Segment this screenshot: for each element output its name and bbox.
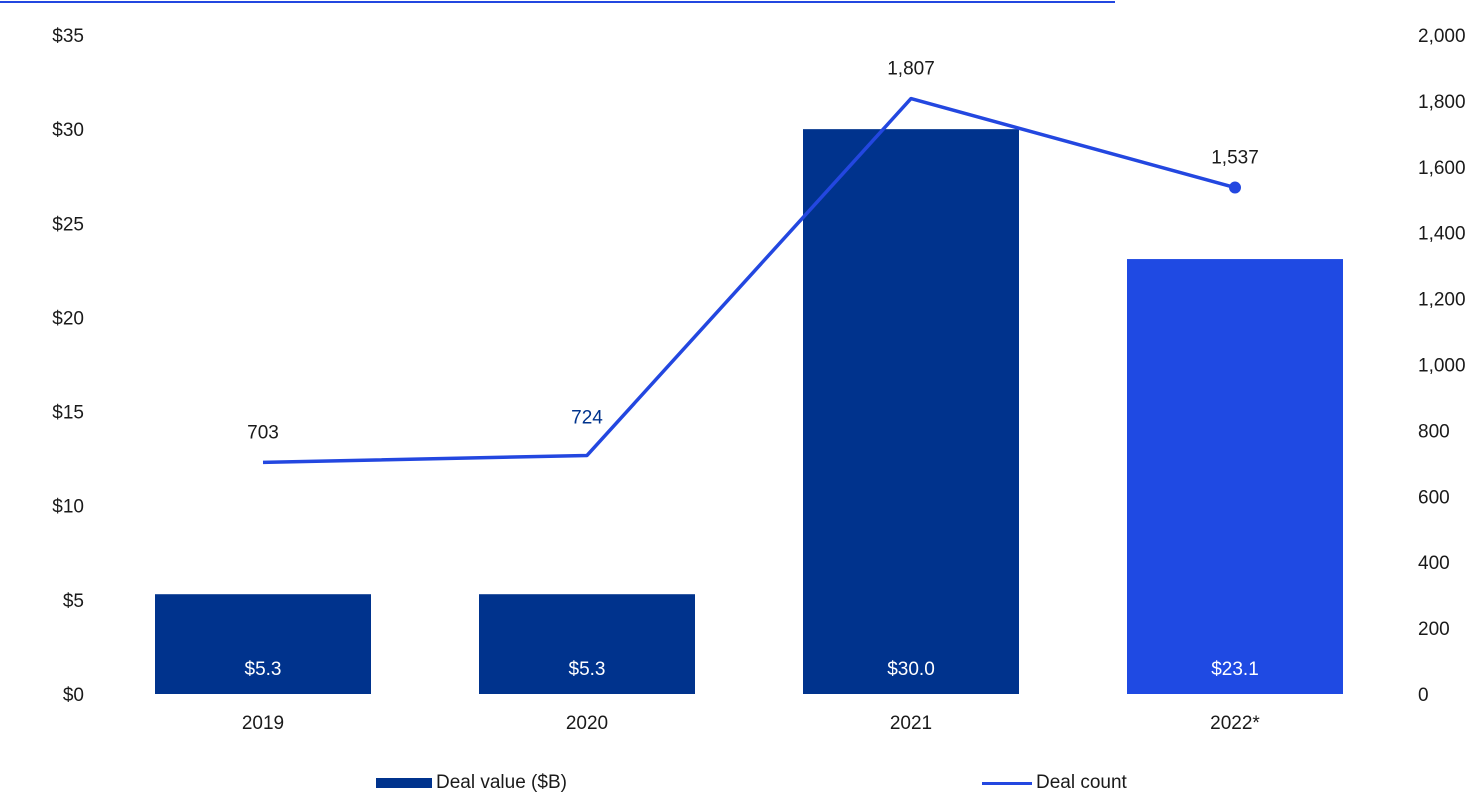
right-tick-label: 1,200 (1418, 290, 1466, 311)
bar-2021 (803, 129, 1019, 695)
bar-series: $5.3 $5.3 $30.0 $23.1 (155, 129, 1343, 695)
line-value-label: 1,537 (1211, 148, 1259, 169)
legend-label-deal-count: Deal count (1036, 772, 1127, 793)
right-axis: 0 200 400 600 800 1,000 1,200 1,400 1,600 1,800 2,… (1418, 26, 1466, 706)
left-tick-label: $10 (52, 497, 84, 518)
left-tick-label: $15 (52, 403, 84, 424)
line-value-label: 703 (247, 422, 279, 443)
bar-2019 (155, 594, 371, 694)
left-tick-label: $35 (52, 26, 84, 47)
right-tick-label: 800 (1418, 421, 1450, 442)
bar-2022 (1127, 259, 1343, 694)
x-tick-label: 2021 (890, 713, 932, 734)
legend-label-deal-value: Deal value ($B) (436, 772, 567, 793)
left-tick-label: $0 (63, 685, 84, 706)
bar-value-label: $5.3 (245, 659, 282, 680)
legend-swatch-bar (376, 778, 432, 788)
bar-2020 (479, 594, 695, 694)
legend-item-deal-count: Deal count (982, 772, 1127, 794)
right-tick-label: 400 (1418, 553, 1450, 574)
x-axis: 2019 2020 2021 2022* (242, 713, 1261, 734)
bar-value-label: $5.3 (569, 659, 606, 680)
right-tick-label: 1,600 (1418, 158, 1466, 179)
right-tick-label: 1,800 (1418, 92, 1466, 113)
left-axis: $0 $5 $10 $15 $20 $25 $30 $35 (52, 26, 84, 706)
right-tick-label: 0 (1418, 685, 1429, 706)
right-tick-label: 200 (1418, 619, 1450, 640)
right-tick-label: 1,400 (1418, 224, 1466, 245)
right-tick-label: 1,000 (1418, 356, 1466, 377)
x-tick-label: 2022* (1210, 713, 1260, 734)
x-tick-label: 2019 (242, 713, 284, 734)
line-value-label: 1,807 (887, 59, 935, 80)
right-tick-label: 2,000 (1418, 26, 1466, 47)
line-series: 703 724 1,807 1,537 (247, 59, 1259, 465)
line-value-label: 724 (571, 407, 603, 428)
legend-item-deal-value: Deal value ($B) (376, 772, 567, 794)
legend-swatch-line (982, 781, 1032, 785)
bar-value-label: $23.1 (1211, 659, 1259, 680)
right-tick-label: 600 (1418, 487, 1450, 508)
left-tick-label: $25 (52, 214, 84, 235)
deal-count-end-marker (1229, 181, 1241, 194)
bar-value-label: $30.0 (887, 659, 935, 680)
deal-count-line (262, 96, 1236, 465)
left-tick-label: $20 (52, 308, 84, 329)
left-tick-label: $30 (52, 120, 84, 141)
left-tick-label: $5 (63, 591, 84, 612)
x-tick-label: 2020 (566, 713, 608, 734)
